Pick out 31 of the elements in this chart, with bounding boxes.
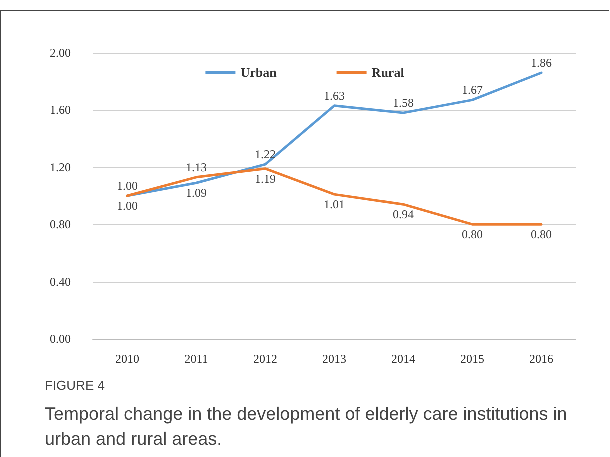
data-label: 1.01 [324,198,345,212]
x-tick-label: 2015 [460,352,484,366]
data-label: 1.58 [393,96,414,110]
data-label: 0.94 [393,208,414,222]
x-tick-label: 2016 [530,352,554,366]
data-label: 1.86 [531,56,552,70]
data-label: 1.09 [186,186,207,200]
caption: FIGURE 4 [45,377,106,395]
data-label: 1.19 [255,172,276,186]
data-label: 1.22 [255,148,276,162]
y-tick-label: 2.00 [50,46,71,60]
data-label: 1.67 [462,83,483,98]
data-label: 1.13 [186,160,207,174]
legend-label: Rural [372,65,405,80]
legend-label: Urban [240,65,278,80]
y-tick-label: 0.80 [50,218,71,232]
data-label: 0.80 [531,228,552,242]
data-label: 1.00 [117,199,138,213]
y-tick-label: 0.00 [50,332,71,346]
y-tick-label: 1.60 [50,103,71,118]
text: Temporal change in the development of elderly care institutions in urban and rural areas. [45,403,568,451]
x-tick-label: 2011 [184,352,208,366]
y-tick-label: 1.20 [50,160,71,174]
x-tick-label: 2013 [322,352,346,366]
data-label: 0.80 [462,228,483,242]
x-tick-label: 2012 [254,352,278,366]
x-tick-label: 2014 [392,352,416,366]
data-label: 1.00 [117,179,138,193]
data-label: 1.63 [324,88,345,103]
y-tick-label: 0.40 [50,274,71,289]
x-tick-label: 2010 [116,352,140,366]
